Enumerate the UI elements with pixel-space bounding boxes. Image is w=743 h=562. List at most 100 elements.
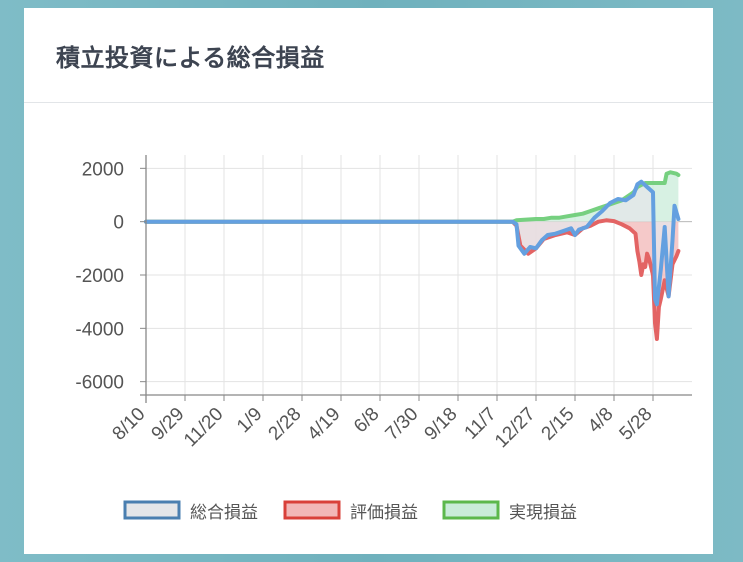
- data-point: [608, 201, 612, 205]
- legend-label: 実現損益: [509, 503, 577, 523]
- y-tick-label: 0: [113, 213, 124, 234]
- y-tick-label: 2000: [82, 159, 124, 180]
- data-point: [589, 209, 593, 213]
- data-point: [624, 198, 628, 202]
- data-point: [612, 219, 616, 223]
- data-point: [667, 294, 671, 298]
- data-point: [631, 193, 636, 197]
- x-tick-label: 2/28: [265, 404, 306, 445]
- data-point: [645, 185, 649, 189]
- y-tick-label: -4000: [75, 319, 124, 340]
- data-point: [585, 225, 589, 229]
- data-point: [676, 217, 681, 221]
- data-point: [526, 217, 530, 222]
- data-point: [655, 302, 659, 306]
- data-point: [670, 238, 675, 242]
- data-point: [620, 222, 624, 226]
- data-point: [651, 190, 655, 194]
- data-point: [528, 245, 532, 249]
- data-point: [674, 254, 679, 258]
- y-tick-label: -2000: [75, 266, 124, 287]
- series-area-1: [146, 220, 679, 339]
- x-tick-label: 9/18: [421, 404, 462, 445]
- data-point: [676, 249, 681, 253]
- data-point: [653, 297, 657, 301]
- data-point: [557, 216, 562, 220]
- legend: 総合損益 評価損益 実現損益: [123, 500, 577, 523]
- x-tick-label: 6/8: [350, 404, 384, 438]
- legend-item-0[interactable]: 総合損益: [123, 500, 258, 523]
- data-point: [663, 278, 667, 282]
- data-point: [540, 238, 544, 242]
- data-point: [635, 182, 640, 186]
- data-point: [514, 222, 519, 226]
- x-tick-label: 4/19: [304, 404, 345, 445]
- legend-item-1[interactable]: 評価損益: [283, 500, 418, 523]
- data-point: [657, 305, 661, 309]
- data-point: [577, 228, 581, 232]
- data-point: [676, 173, 681, 177]
- series-area-0: [146, 181, 679, 305]
- data-point: [647, 257, 651, 261]
- data-point: [643, 265, 647, 269]
- card-header: 積立投資による総合損益: [24, 8, 713, 103]
- data-point: [561, 229, 565, 233]
- data-point: [600, 209, 604, 213]
- legend-label: 総合損益: [190, 503, 258, 523]
- x-tick-label: 1/9: [233, 404, 267, 438]
- data-point: [665, 172, 669, 176]
- data-point: [641, 262, 645, 266]
- data-point: [522, 252, 526, 256]
- y-tick-label: -6000: [75, 373, 124, 394]
- data-point: [553, 232, 558, 236]
- data-point: [663, 225, 667, 229]
- data-point: [534, 246, 538, 250]
- legend-swatch: [283, 500, 341, 520]
- data-point: [668, 170, 673, 174]
- data-point: [550, 216, 554, 220]
- data-point: [534, 217, 538, 221]
- x-tick-label: 2/15: [538, 404, 579, 445]
- data-point: [659, 181, 663, 185]
- series-line-0: [144, 179, 681, 307]
- x-tick-label: 12/27: [491, 404, 539, 452]
- data-point: [645, 252, 649, 256]
- data-point: [596, 206, 601, 210]
- series-line-1: [144, 218, 681, 341]
- data-point: [639, 273, 643, 277]
- data-point: [596, 220, 601, 224]
- data-point: [635, 249, 640, 253]
- data-point: [514, 218, 519, 222]
- data-point: [573, 213, 577, 217]
- data-point: [633, 232, 638, 236]
- legend-item-2[interactable]: 実現損益: [442, 500, 577, 523]
- legend-swatch: [123, 500, 181, 520]
- data-point: [569, 226, 573, 230]
- data-point: [604, 218, 608, 222]
- data-point: [659, 297, 663, 301]
- legend-label: 評価損益: [350, 503, 418, 523]
- x-tick-label: 8/10: [109, 404, 150, 445]
- data-point: [546, 233, 550, 237]
- data-point: [592, 216, 597, 220]
- data-point: [637, 260, 642, 264]
- legend-swatch: [442, 500, 500, 520]
- data-point: [653, 321, 657, 325]
- data-point: [651, 181, 655, 185]
- data-point: [542, 217, 546, 221]
- data-point: [573, 233, 577, 237]
- x-tick-label: 5/28: [616, 404, 657, 445]
- data-point: [510, 220, 515, 224]
- x-tick-label: 11/20: [180, 404, 227, 451]
- data-point: [516, 244, 521, 248]
- data-point: [581, 212, 585, 216]
- card-title: 積立投資による総合損益: [56, 43, 325, 72]
- x-tick-label: 4/8: [584, 404, 618, 438]
- data-point: [663, 181, 667, 185]
- x-tick-label: 7/30: [382, 404, 423, 445]
- data-point: [659, 268, 663, 272]
- chart-card: 積立投資による総合損益: [24, 8, 713, 554]
- grid: [145, 155, 692, 395]
- data-point: [639, 180, 643, 184]
